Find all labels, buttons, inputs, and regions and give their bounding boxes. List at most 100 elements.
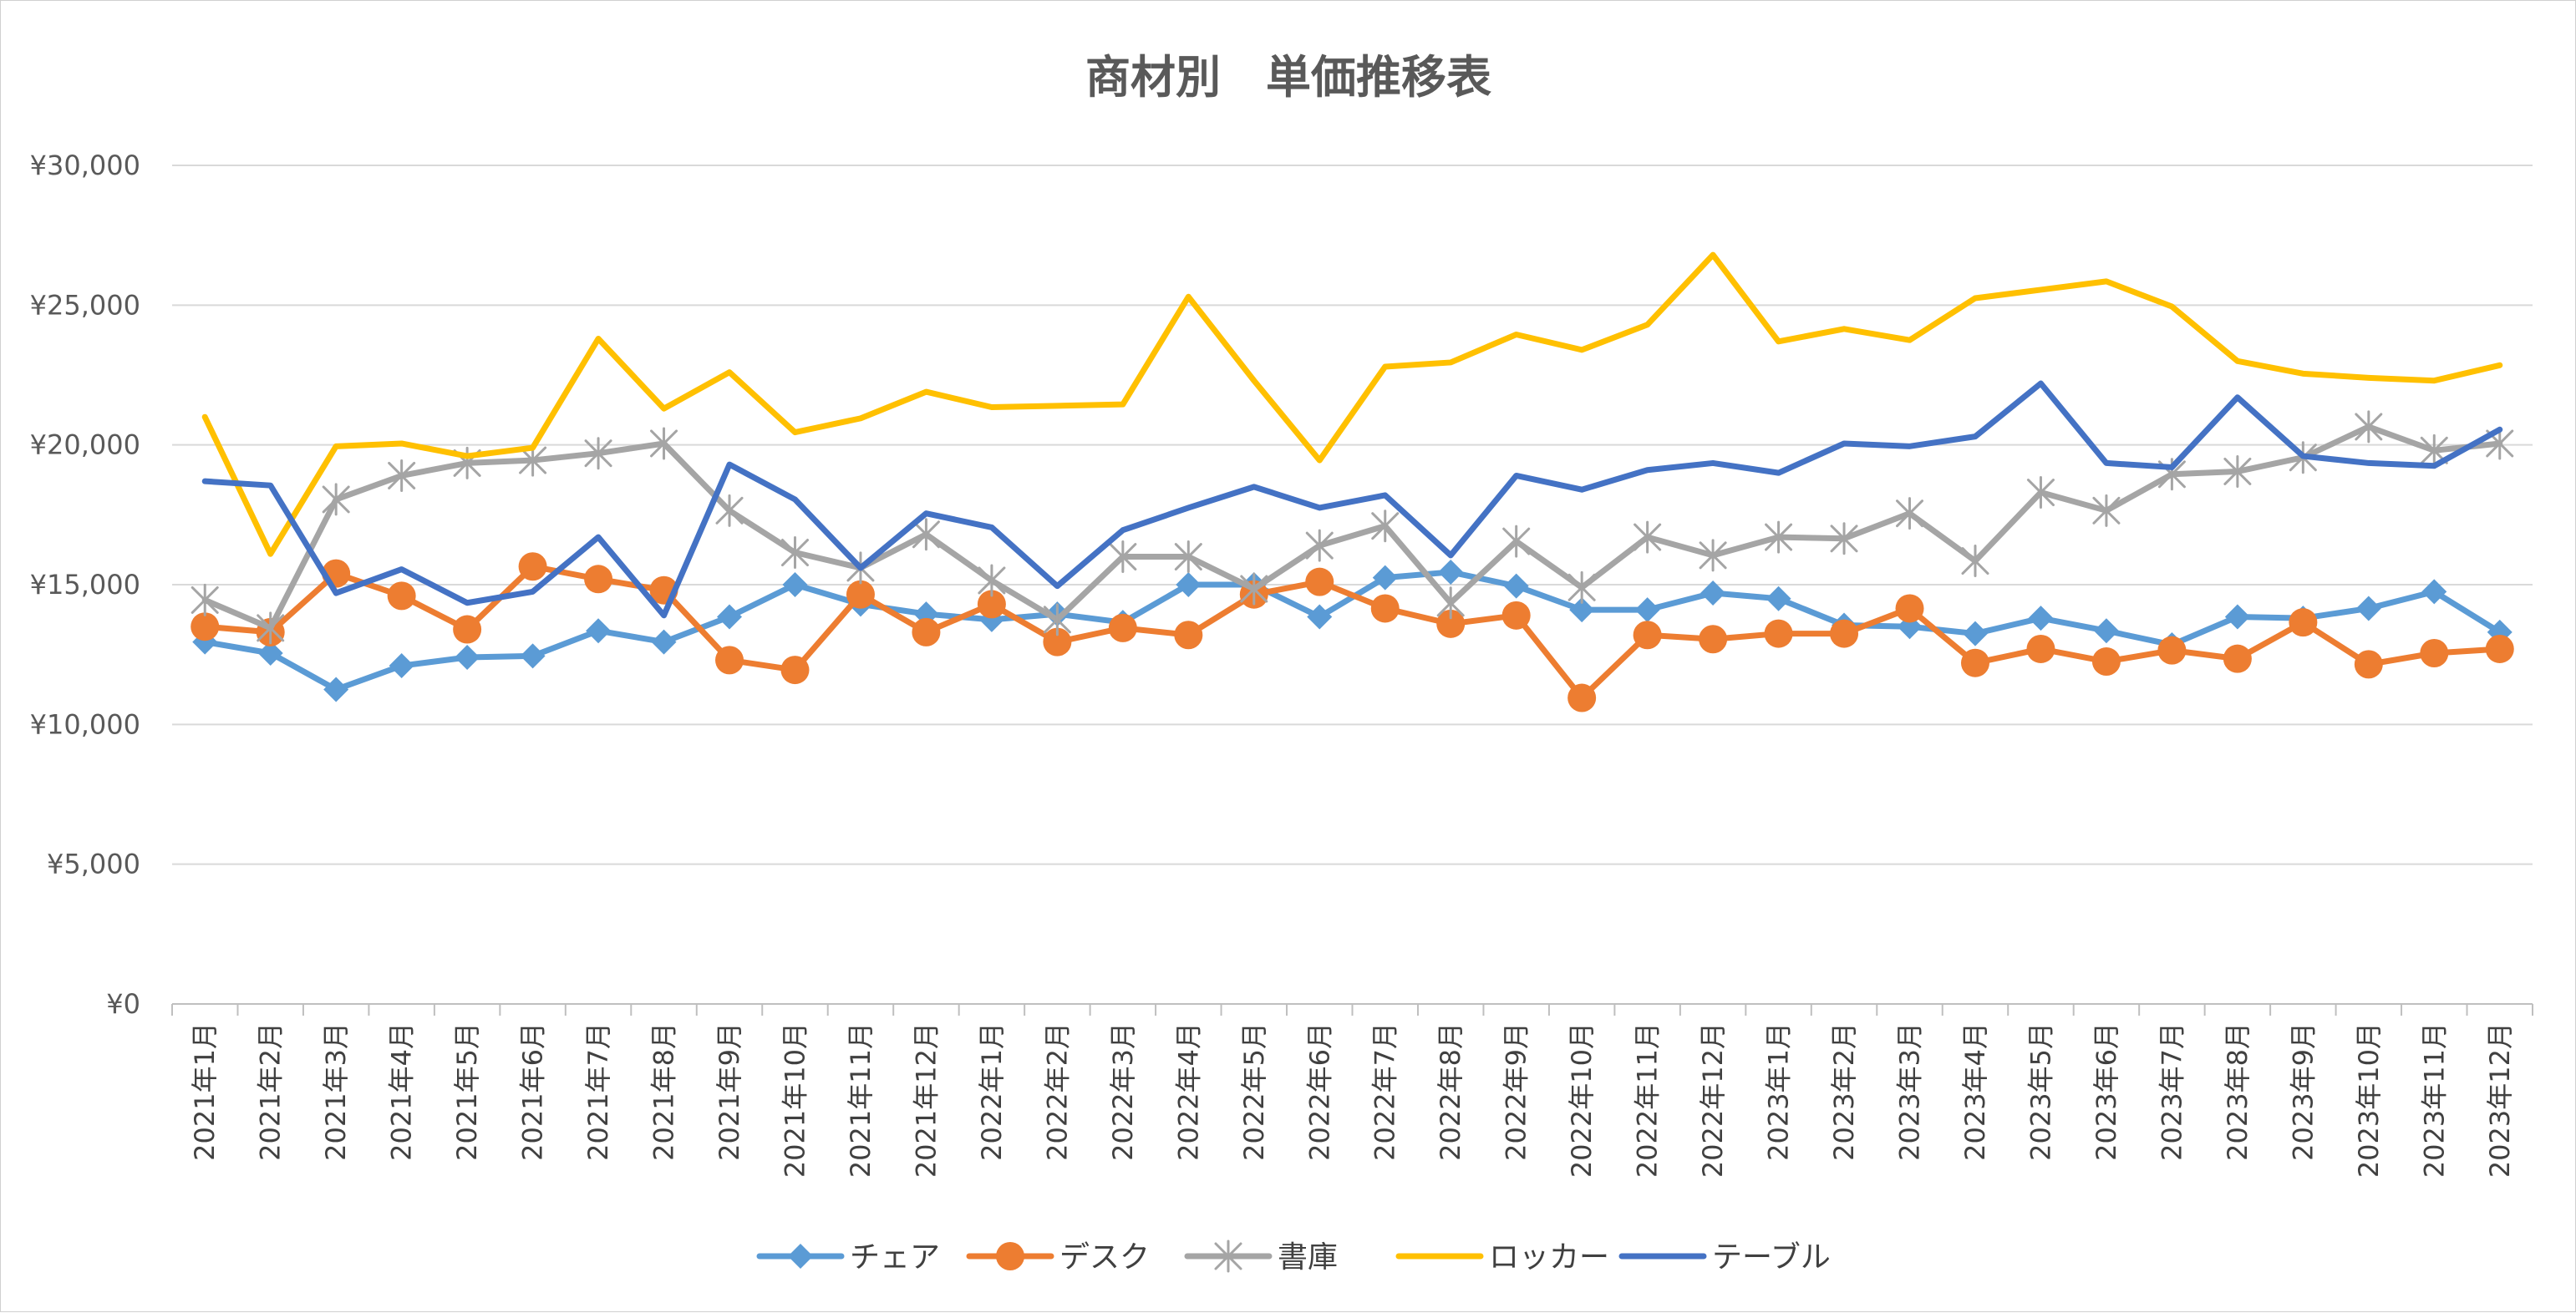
y-tick-label: ¥10,000 — [30, 708, 140, 740]
x-tick-label: 2022年7月 — [1369, 1022, 1401, 1161]
data-point — [1765, 520, 1793, 554]
data-point — [1962, 621, 1988, 646]
data-point — [2092, 494, 2121, 527]
data-point — [2223, 454, 2252, 488]
data-point — [715, 646, 744, 675]
x-tick-label: 2022年3月 — [1107, 1022, 1139, 1161]
data-point — [1109, 540, 1137, 574]
data-point — [257, 611, 285, 645]
data-point — [191, 583, 219, 616]
data-point — [323, 677, 349, 702]
data-point — [1436, 586, 1465, 620]
x-tick-label: 2023年1月 — [1763, 1022, 1795, 1161]
legend-item: デスク — [966, 1240, 1150, 1275]
x-tick-label: 2023年10月 — [2353, 1022, 2385, 1178]
x-tick-label: 2021年9月 — [714, 1022, 745, 1161]
series-2 — [191, 552, 2514, 712]
x-tick-label: 2022年12月 — [1697, 1022, 1729, 1178]
data-point — [912, 518, 940, 551]
data-point — [2420, 638, 2449, 667]
data-point — [584, 437, 612, 470]
series-line — [201, 563, 2503, 702]
x-tick-label: 2021年1月 — [189, 1022, 221, 1161]
data-point — [1895, 594, 1924, 623]
data-point — [1569, 597, 1595, 623]
data-point — [2355, 596, 2381, 621]
data-point — [1634, 597, 1660, 623]
x-tick-label: 2023年3月 — [1894, 1022, 1926, 1161]
x-tick-label: 2022年9月 — [1501, 1022, 1532, 1161]
gridlines — [172, 165, 2533, 865]
x-tick-label: 2022年11月 — [1632, 1022, 1664, 1178]
legend-label: ロッカー — [1489, 1240, 1609, 1275]
x-tick-label: 2021年5月 — [451, 1022, 483, 1161]
x-tick-label: 2023年4月 — [1959, 1022, 1991, 1161]
x-tick-label: 2022年10月 — [1566, 1022, 1598, 1178]
data-point — [387, 581, 416, 611]
data-point — [717, 604, 743, 630]
data-point — [1503, 573, 1529, 599]
data-point — [191, 612, 220, 641]
chart-title: 商材別 単価推移表 — [1085, 51, 1491, 104]
x-tick-label: 2022年5月 — [1238, 1022, 1270, 1161]
data-point — [388, 459, 416, 492]
data-point — [1372, 565, 1398, 591]
data-point — [257, 640, 283, 666]
data-point — [715, 494, 744, 527]
data-point — [1370, 594, 1400, 623]
legend-item: 書庫 — [1184, 1239, 1338, 1275]
data-point — [1699, 539, 1727, 572]
data-point — [978, 564, 1006, 597]
legend-label: チェア — [850, 1240, 940, 1275]
data-point — [1174, 621, 1203, 650]
data-point — [1174, 540, 1202, 574]
x-tick-label: 2021年4月 — [386, 1022, 418, 1161]
data-point — [1240, 572, 1268, 606]
data-point — [1502, 525, 1531, 558]
data-point — [518, 552, 547, 581]
x-tick-label: 2022年2月 — [1041, 1022, 1073, 1161]
data-point — [650, 427, 678, 460]
legend-marker — [1214, 1239, 1242, 1273]
data-point — [2026, 634, 2055, 663]
data-point — [1633, 621, 1662, 650]
data-point — [1305, 529, 1334, 562]
y-tick-label: ¥30,000 — [30, 150, 140, 181]
data-point — [912, 617, 941, 646]
legend-marker — [996, 1242, 1024, 1270]
legend-item: テーブル — [1618, 1240, 1831, 1275]
x-tick-label: 2022年4月 — [1172, 1022, 1204, 1161]
data-point — [2355, 410, 2383, 444]
axes: ¥0 ¥5,000 ¥10,000 ¥15,000 ¥20,000 ¥25,000 ¥30,… — [30, 150, 2533, 1178]
data-point — [1371, 509, 1400, 543]
legend-marker — [788, 1244, 813, 1269]
data-point — [1961, 545, 1989, 578]
data-point — [2354, 650, 2383, 679]
data-point — [322, 483, 350, 516]
legend-item: チェア — [756, 1240, 940, 1275]
data-point — [2028, 606, 2054, 631]
series-line — [201, 569, 2503, 692]
x-tick-label: 2022年1月 — [976, 1022, 1008, 1161]
data-point — [2224, 604, 2250, 630]
data-point — [2091, 647, 2121, 677]
x-tick-label: 2023年12月 — [2484, 1022, 2516, 1178]
data-point — [2093, 618, 2119, 644]
data-point — [453, 615, 482, 644]
x-tick-label: 2023年8月 — [2222, 1022, 2253, 1161]
data-point — [1567, 683, 1597, 712]
data-point — [1766, 586, 1791, 611]
x-tick-label: 2021年3月 — [320, 1022, 352, 1161]
series-line — [201, 380, 2503, 619]
data-point — [1633, 520, 1662, 554]
x-tick-label: 2021年8月 — [648, 1022, 680, 1161]
data-point — [1108, 613, 1137, 642]
x-tick-label: 2021年12月 — [910, 1022, 942, 1178]
legend: チェア デスク 書庫 ロッカー テーブル — [756, 1239, 1831, 1275]
series-4 — [201, 251, 2503, 557]
series-1 — [192, 559, 2512, 702]
y-tick-label: ¥20,000 — [30, 429, 140, 461]
legend-item: ロッカー — [1395, 1240, 1609, 1275]
data-point — [586, 618, 612, 644]
